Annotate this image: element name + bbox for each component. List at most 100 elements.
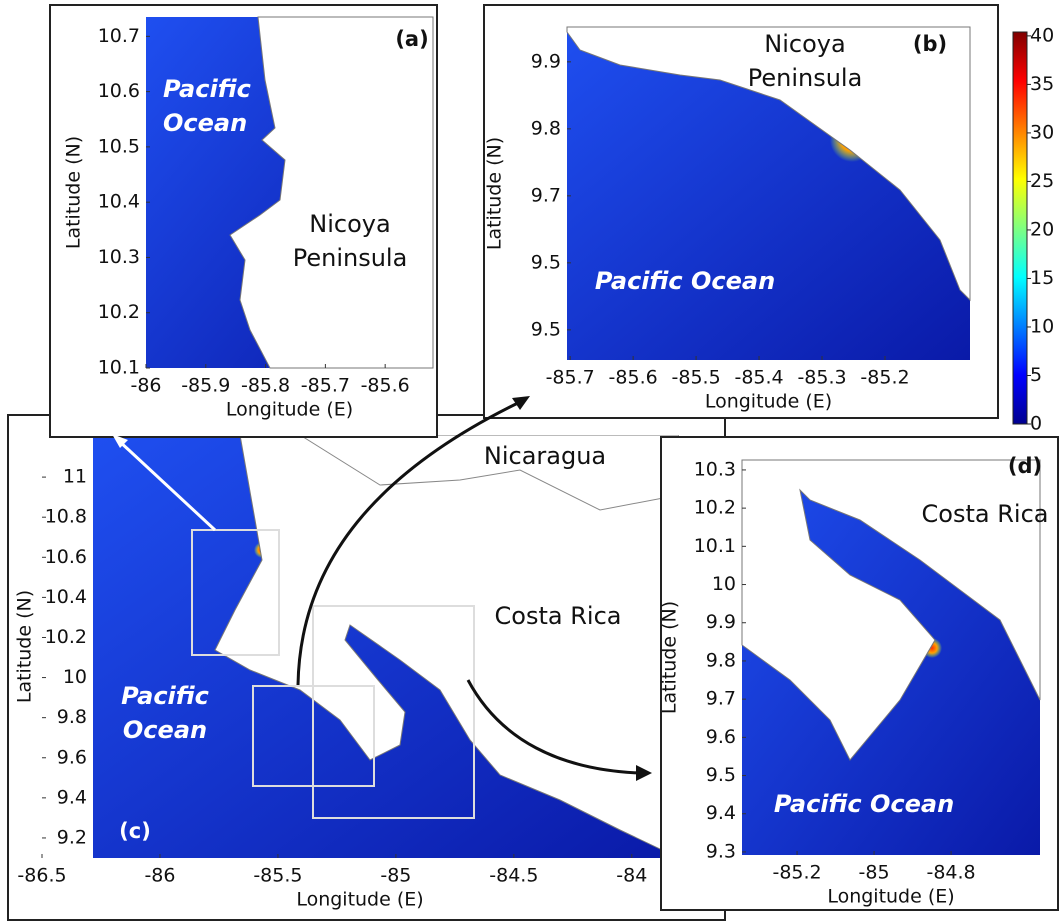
x-tick-label: -84 <box>616 865 647 887</box>
y-tick-label: 10 <box>63 666 87 688</box>
arrow-head <box>512 396 530 410</box>
map <box>741 459 1041 855</box>
place-name: Pacific <box>121 682 209 710</box>
y-tick-label: 10.7 <box>98 25 140 47</box>
y-tick-label: 10.3 <box>98 246 140 268</box>
y-tick-label: 9.4 <box>57 786 87 808</box>
y-tick-label: 10 <box>712 573 736 595</box>
border <box>299 435 679 511</box>
y-axis-label: Latitude (N) <box>484 137 506 250</box>
land <box>566 26 971 302</box>
y-tick-label: 9.6 <box>57 746 87 768</box>
y-tick-label: 10.5 <box>98 135 140 157</box>
colorbar-tick-label: 5 <box>1030 364 1042 386</box>
colorbar-tick-label: 40 <box>1030 24 1054 46</box>
place-name: Peninsula <box>748 64 863 92</box>
y-tick-label: 9.7 <box>706 688 736 710</box>
y-tick-label: 9.3 <box>706 840 736 862</box>
x-axis-label: Longitude (E) <box>827 886 954 908</box>
arrow <box>116 438 217 532</box>
y-tick-label: 10.2 <box>45 626 87 648</box>
panel: -86 -85.9 -85.8 -85.7 -85.6 10.1 10.2 10.3 10.4 1… <box>49 4 438 438</box>
y-tick-label: 9.7 <box>531 184 561 206</box>
panel-label: (d) <box>1008 454 1042 478</box>
y-tick-label: 9.5 <box>706 764 736 786</box>
arrow-head <box>112 434 128 448</box>
x-axis-label: Longitude (E) <box>226 399 353 421</box>
y-tick-label: 10.4 <box>98 191 140 213</box>
panel: -86.5 -86 -85.5 -85 -84.5 -84 9.2 9.4 9.6 9.8 10 10… <box>7 414 726 921</box>
panel-label: (a) <box>395 27 428 51</box>
place-name: Ocean <box>163 109 247 137</box>
panel-label: (c) <box>119 819 151 843</box>
place-name: Peninsula <box>293 244 408 272</box>
y-tick-label: 9.9 <box>531 50 561 72</box>
x-tick-label: -85.7 <box>301 375 350 397</box>
x-tick-label: -85.7 <box>546 367 595 389</box>
y-tick-label: 10.2 <box>98 301 140 323</box>
place-name: Costa Rica <box>495 602 622 630</box>
x-tick-label: -85.8 <box>241 375 290 397</box>
y-tick-label: 9.8 <box>706 649 736 671</box>
colorbar-scale <box>1012 31 1028 425</box>
y-tick-label: 9.8 <box>57 706 87 728</box>
x-tick-label: -84.5 <box>489 865 538 887</box>
y-tick-label: 10.3 <box>694 458 736 480</box>
colorbar-tick-label: 35 <box>1030 73 1054 95</box>
y-tick-label: 11 <box>63 466 87 488</box>
place-name: Nicaragua <box>484 442 606 470</box>
x-tick-label: -85.9 <box>181 375 230 397</box>
x-tick-label: -85.5 <box>672 367 721 389</box>
arrows <box>112 396 652 781</box>
panel: -85.7 -85.6 -85.5 -85.4 -85.3 -85.2 9.5 9.5 9.7 9… <box>483 4 999 419</box>
x-tick-label: -85 <box>859 862 890 884</box>
x-tick-label: -84.8 <box>926 862 975 884</box>
place-name: Costa Rica <box>922 500 1049 528</box>
y-axis-label: Latitude (N) <box>63 136 85 249</box>
place-name: Ocean <box>123 716 207 744</box>
colorbar-tick-label: 30 <box>1030 121 1054 143</box>
place-name: Pacific Ocean <box>595 267 775 295</box>
y-tick-label: 9.5 <box>531 251 561 273</box>
y-tick-label: 9.8 <box>531 117 561 139</box>
land <box>741 459 1041 761</box>
colorbar-tick-label: 0 <box>1030 413 1042 435</box>
x-tick-label: -85.5 <box>253 865 302 887</box>
x-tick-label: -85.3 <box>797 367 846 389</box>
x-tick-label: -85.6 <box>609 367 658 389</box>
colorbar: 0 5 10 15 20 25 30 35 40 <box>1012 24 1054 435</box>
x-tick-label: -85.6 <box>361 375 410 397</box>
place-name: Pacific <box>163 75 251 103</box>
x-tick-label: -85.2 <box>772 862 821 884</box>
x-axis-label: Longitude (E) <box>705 391 832 413</box>
y-tick-label: 10.8 <box>45 506 87 528</box>
panel: -85.2 -85 -84.8 9.3 9.4 9.5 9.6 9.7 9.8 9.9 10 10.1… <box>659 436 1059 911</box>
place-name: Nicoya <box>764 30 845 58</box>
place-name: Pacific Ocean <box>774 790 954 818</box>
land <box>229 16 434 369</box>
place-name: Nicoya <box>309 210 390 238</box>
x-tick-label: -86.5 <box>17 865 66 887</box>
colorbar-tick-label: 15 <box>1030 267 1054 289</box>
y-tick-label: 9.2 <box>57 826 87 848</box>
colorbar-tick-label: 10 <box>1030 315 1054 337</box>
arrow <box>466 679 641 775</box>
y-tick-label: 10.4 <box>45 586 87 608</box>
y-tick-label: 10.1 <box>694 535 736 557</box>
x-tick-label: -85 <box>380 865 411 887</box>
map <box>566 26 971 360</box>
y-axis-label: Latitude (N) <box>659 601 681 714</box>
inset-box <box>191 529 280 656</box>
x-tick-label: -85.2 <box>860 367 909 389</box>
y-tick-label: 10.2 <box>694 497 736 519</box>
colorbar-tick-label: 20 <box>1030 218 1054 240</box>
y-axis-label: Latitude (N) <box>14 590 36 703</box>
x-tick-label: -86 <box>144 865 175 887</box>
x-tick-label: -85.4 <box>734 367 783 389</box>
arrow-head <box>636 765 652 781</box>
inset-box <box>312 605 475 819</box>
colorbar-tick-label: 25 <box>1030 170 1054 192</box>
y-tick-label: 10.6 <box>45 546 87 568</box>
land <box>214 435 679 858</box>
